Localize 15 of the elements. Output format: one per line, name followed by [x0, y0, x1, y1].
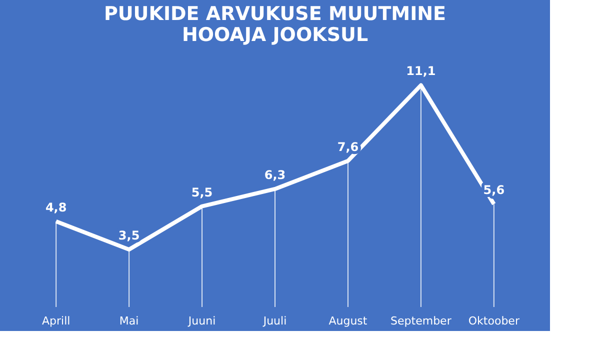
x-tick-label: Juuni — [187, 314, 216, 328]
x-tick-label: August — [328, 314, 368, 328]
x-tick-label: September — [390, 314, 452, 328]
x-tick-label: Aprill — [42, 314, 70, 328]
data-label: 4,8 — [45, 200, 67, 214]
data-label: 3,5 — [118, 228, 140, 242]
x-tick-label: Oktoober — [468, 314, 520, 328]
data-label: 11,1 — [406, 64, 436, 78]
data-label: 6,3 — [264, 168, 286, 182]
x-tick-label: Juuli — [262, 314, 287, 328]
text: HOOAJA JOOKSUL — [182, 24, 368, 46]
text: PUUKIDE ARVUKUSE MUUTMINE — [104, 3, 446, 26]
data-label: 5,5 — [191, 185, 213, 200]
data-label: 7,6 — [337, 140, 359, 154]
x-tick-label: Mai — [119, 314, 139, 328]
